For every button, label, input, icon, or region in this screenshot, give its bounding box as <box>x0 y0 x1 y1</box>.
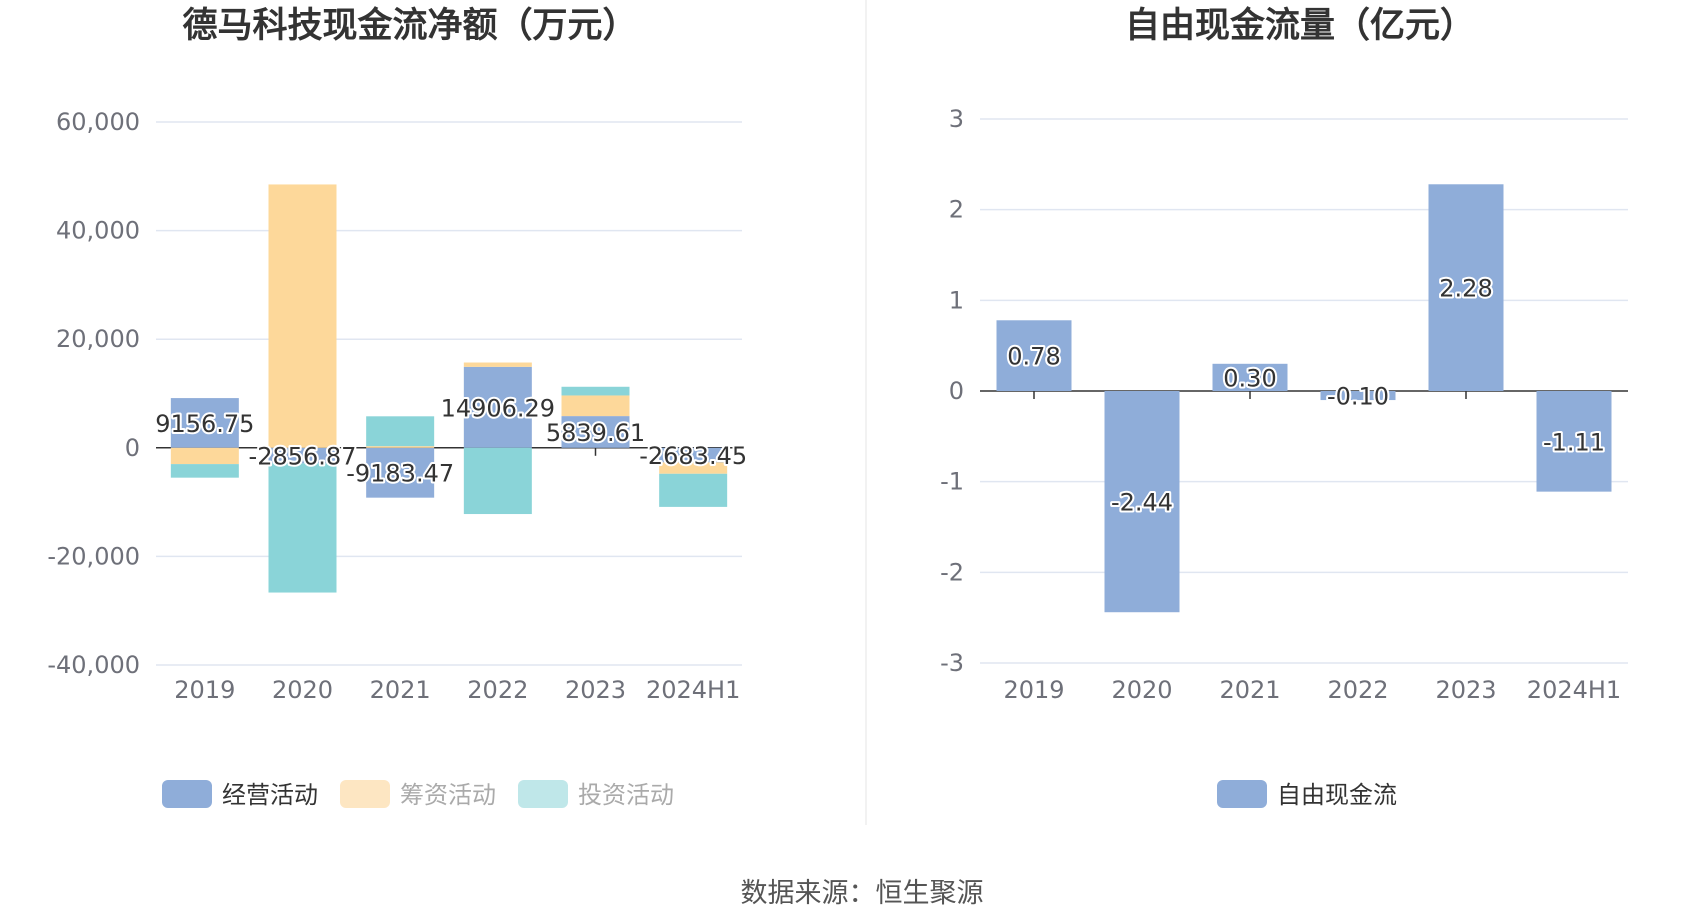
left-y-tick-label: 0 <box>125 434 140 462</box>
right-chart-legend[interactable]: 自由现金流 <box>1217 780 1397 809</box>
right-y-tick-label: -1 <box>940 468 964 496</box>
right-x-tick-label: 2024H1 <box>1527 676 1621 704</box>
left-chart-bars <box>170 184 728 593</box>
left-x-tick-label: 2019 <box>174 676 235 704</box>
left-legend-label: 投资活动 <box>578 781 674 809</box>
right-x-tick-label: 2019 <box>1003 676 1064 704</box>
right-y-tick-label: 0 <box>949 377 964 405</box>
right-data-label: -2.44 <box>1111 489 1173 517</box>
left-x-tick-label: 2020 <box>272 676 333 704</box>
fcf-bar <box>996 320 1072 391</box>
right-data-label: -0.10 <box>1327 383 1389 411</box>
right-x-tick-label: 2022 <box>1327 676 1388 704</box>
left-x-tick-label: 2024H1 <box>646 676 740 704</box>
left-data-label: 9156.75 <box>155 410 254 438</box>
right-data-label: 0.78 <box>1007 343 1060 371</box>
right-y-tick-label: 3 <box>949 105 964 133</box>
left-y-tick-label: 40,000 <box>56 217 140 245</box>
fcf-bar <box>1104 391 1180 613</box>
left-x-tick-label: 2021 <box>370 676 431 704</box>
left-legend-swatch <box>518 780 568 808</box>
right-y-tick-label: -3 <box>940 649 964 677</box>
left-legend-swatch <box>340 780 390 808</box>
left-data-label: -2856.87 <box>249 443 357 471</box>
left-data-label: 14906.29 <box>441 394 556 422</box>
financing-bar <box>268 184 337 448</box>
left-chart-legend[interactable]: 经营活动 筹资活动 投资活动 <box>162 780 674 809</box>
left-data-label: -9183.47 <box>346 460 454 488</box>
financing-bar <box>659 462 728 474</box>
financing-bar <box>561 395 630 417</box>
right-data-label: 2.28 <box>1439 275 1492 303</box>
investing-bar <box>366 416 435 447</box>
right-chart-bars <box>996 184 1612 613</box>
left-legend-label: 经营活动 <box>222 781 318 809</box>
right-x-tick-label: 2020 <box>1111 676 1172 704</box>
right-y-tick-label: 1 <box>949 286 964 314</box>
right-chart-data-labels: 0.78 -2.44 0.30 -0.10 2.28 -1.11 <box>1005 273 1607 519</box>
left-data-label: -2683.45 <box>639 442 747 470</box>
right-y-tick-label: 2 <box>949 196 964 224</box>
operating-bar <box>659 447 728 463</box>
left-y-tick-label: -40,000 <box>47 651 140 679</box>
right-chart-title: 自由现金流量（亿元） <box>1125 5 1475 46</box>
investing-bar <box>463 447 532 515</box>
investing-bar <box>268 463 337 593</box>
right-chart-grid: 3 2 1 0 -1 -2 -3 2019 2020 2021 2022 2023 2024H1 <box>940 105 1628 704</box>
operating-bar <box>561 416 630 448</box>
fcf-bar <box>1212 363 1288 391</box>
operating-bar <box>268 447 337 464</box>
left-chart-title: 德马科技现金流净额（万元） <box>182 5 637 46</box>
right-x-tick-label: 2023 <box>1435 676 1496 704</box>
right-data-label: 0.30 <box>1223 364 1276 392</box>
fcf-bar <box>1428 184 1504 391</box>
investing-bar <box>561 386 630 396</box>
left-y-tick-label: -20,000 <box>47 542 140 570</box>
operating-bar <box>463 366 532 448</box>
financing-bar <box>463 362 532 367</box>
left-y-tick-label: 60,000 <box>56 108 140 136</box>
left-chart-data-labels: 9156.75 -2856.87-9183.47 14906.295839.61-2… <box>153 392 749 489</box>
financing-bar <box>366 446 435 448</box>
right-legend-label: 自由现金流 <box>1277 781 1397 809</box>
left-chart-grid: 60,000 40,000 20,000 0 -20,000 -40,000 2019 202… <box>47 108 742 704</box>
left-y-tick-label: 20,000 <box>56 325 140 353</box>
financing-bar <box>170 447 239 465</box>
operating-bar <box>366 447 435 498</box>
investing-bar <box>170 464 239 478</box>
right-legend-swatch <box>1217 780 1267 808</box>
data-source: 数据来源：恒生聚源 <box>741 878 984 909</box>
right-y-tick-label: -2 <box>940 558 964 586</box>
operating-bar <box>170 398 239 448</box>
right-data-label: -1.11 <box>1543 428 1605 456</box>
right-x-tick-label: 2021 <box>1219 676 1280 704</box>
investing-bar <box>659 473 728 507</box>
left-x-tick-label: 2023 <box>565 676 626 704</box>
left-data-label: 5839.61 <box>546 419 645 447</box>
fcf-bar <box>1320 391 1396 401</box>
fcf-bar <box>1536 391 1612 492</box>
left-legend-label: 筹资活动 <box>400 781 496 809</box>
left-x-tick-label: 2022 <box>467 676 528 704</box>
left-legend-swatch <box>162 780 212 808</box>
